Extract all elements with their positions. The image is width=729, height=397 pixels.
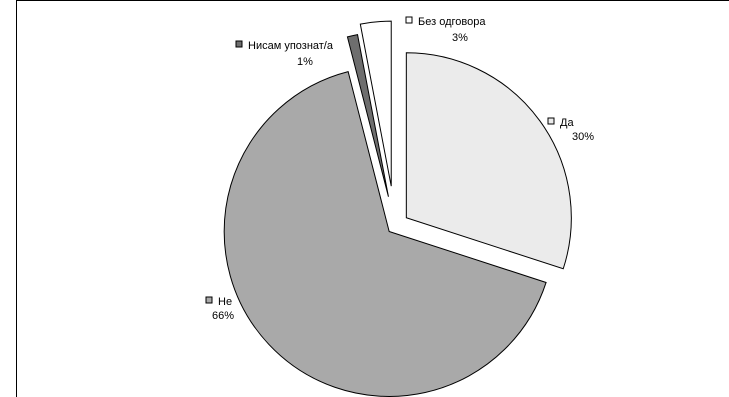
chart-frame	[16, 0, 729, 397]
slice-percent-2: 1%	[297, 56, 313, 68]
slice-marker-3	[405, 16, 413, 24]
slice-marker-1	[205, 296, 213, 304]
slice-label-2: Нисам упознат/а	[248, 40, 334, 52]
slice-marker-2	[235, 40, 243, 48]
slice-percent-0: 30%	[572, 131, 594, 143]
pie-slice-1	[223, 71, 547, 397]
slice-label-1: Не	[218, 296, 232, 308]
slice-percent-3: 3%	[452, 32, 468, 44]
slice-label-3: Без одговора	[418, 16, 486, 28]
slice-marker-0	[547, 117, 555, 125]
pie-slice-3	[359, 20, 392, 187]
slice-label-0: Да	[560, 117, 574, 129]
pie-slice-0	[405, 52, 572, 270]
pie-slice-2	[346, 34, 389, 197]
slice-percent-1: 66%	[212, 310, 234, 322]
